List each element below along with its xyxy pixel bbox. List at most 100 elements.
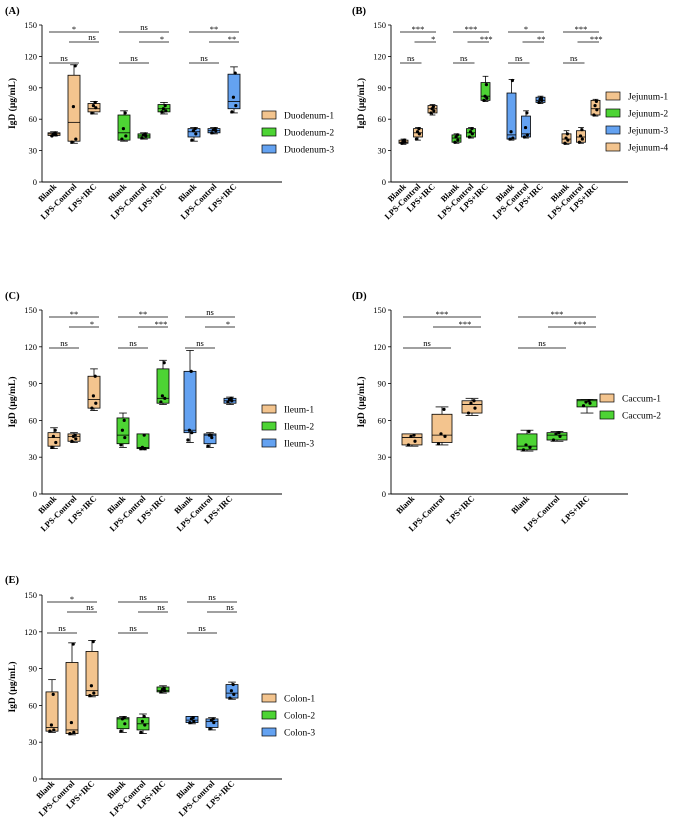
data-point	[90, 406, 94, 410]
data-point	[226, 400, 230, 404]
significance-label: ns	[60, 53, 68, 63]
significance-label: ***	[465, 24, 478, 34]
data-point	[588, 401, 592, 405]
data-point	[187, 428, 191, 432]
box-lps-irc: LPS+IRC	[559, 399, 598, 526]
legend-label: Jejunum-1	[628, 93, 668, 103]
data-point	[554, 432, 558, 436]
data-point	[50, 445, 54, 449]
legend-label: Ileum-2	[284, 423, 314, 433]
significance-label: ns	[196, 338, 204, 348]
significance-label: **	[537, 34, 546, 44]
legend-label: Caccum-1	[622, 395, 661, 405]
significance-label: ns	[88, 32, 96, 42]
significance-label: ns	[139, 592, 147, 602]
panel-label: (D)	[352, 291, 367, 302]
data-point	[70, 140, 74, 144]
y-tick-label: 120	[24, 51, 37, 61]
data-point	[161, 107, 165, 111]
data-point	[160, 110, 164, 114]
significance-label: ns	[226, 602, 234, 612]
data-point	[563, 141, 567, 145]
data-point	[72, 730, 76, 734]
legend-label: Duodenum-1	[284, 112, 334, 122]
data-point	[91, 103, 95, 108]
legend-item: Jejunum-2	[605, 108, 668, 120]
box-body	[65, 662, 79, 735]
data-point	[188, 720, 192, 725]
legend-label: Ileum-1	[284, 406, 314, 416]
data-point	[121, 127, 125, 131]
legend-item: Caccum-2	[599, 410, 661, 422]
data-point	[49, 723, 54, 727]
y-tick-label: 60	[29, 415, 38, 425]
y-tick-label: 150	[373, 20, 386, 30]
data-point	[71, 642, 75, 646]
panel-label: (A)	[5, 6, 20, 17]
significance-label: *	[72, 24, 76, 34]
data-point	[455, 133, 459, 137]
data-point	[94, 106, 98, 110]
panel-c: (C)IgD (μg/mL)0306090120150BlankLPS-Cont…	[5, 291, 314, 533]
significance-label: ***	[436, 309, 449, 319]
significance-label: **	[70, 309, 79, 319]
data-point	[484, 83, 488, 87]
significance-label: ***	[575, 24, 588, 34]
legend-swatch	[599, 410, 615, 420]
data-point	[124, 134, 128, 138]
data-point	[54, 440, 58, 445]
data-point	[523, 125, 528, 130]
box-body	[431, 413, 453, 443]
data-point	[230, 399, 234, 403]
data-point	[190, 431, 194, 435]
y-tick-label: 0	[33, 489, 37, 499]
data-point	[52, 728, 56, 732]
data-point	[162, 361, 166, 365]
significance-label: *	[70, 594, 74, 604]
data-point	[208, 727, 212, 731]
data-point	[511, 136, 515, 140]
legend-swatch	[261, 404, 277, 414]
data-point	[159, 690, 163, 694]
panel-a: (A)IgD (μg/mL)0306090120150BlankLPS-Cont…	[5, 6, 334, 221]
y-tick-label: 150	[24, 20, 37, 30]
legend-item: Ileum-1	[261, 404, 314, 416]
legend-label: Jejunum-3	[628, 127, 668, 137]
data-point	[580, 137, 584, 141]
y-tick-label: 30	[29, 452, 38, 462]
data-point	[581, 404, 586, 408]
data-point	[48, 729, 52, 733]
data-point	[580, 128, 584, 132]
significance-label: ns	[206, 307, 214, 317]
data-point	[406, 443, 411, 447]
data-point	[413, 439, 417, 443]
box-lps-irc: LPS+IRC	[136, 102, 171, 214]
data-point	[210, 131, 214, 135]
significance-label: ***	[480, 34, 493, 44]
data-point	[89, 684, 93, 688]
legend-item: Duodenum-3	[261, 144, 334, 156]
legend-label: Colon-1	[284, 695, 315, 705]
data-point	[522, 135, 527, 139]
y-tick-label: 60	[29, 114, 38, 124]
legend-swatch	[605, 142, 621, 152]
data-point	[415, 130, 420, 134]
panel-d: (D)IgD (μg/mL)0306090120150BlankLPS-Cont…	[352, 291, 661, 533]
box-blank: Blank	[172, 350, 197, 516]
data-point	[192, 719, 196, 723]
significance-label: *	[524, 24, 528, 34]
data-point	[159, 400, 163, 404]
significance-label: ns	[130, 53, 138, 63]
data-point	[211, 717, 215, 721]
box-body	[461, 400, 483, 414]
data-point	[92, 691, 96, 695]
box-body	[401, 433, 423, 446]
data-point	[564, 136, 568, 140]
data-point	[528, 445, 532, 449]
data-point	[429, 111, 433, 115]
